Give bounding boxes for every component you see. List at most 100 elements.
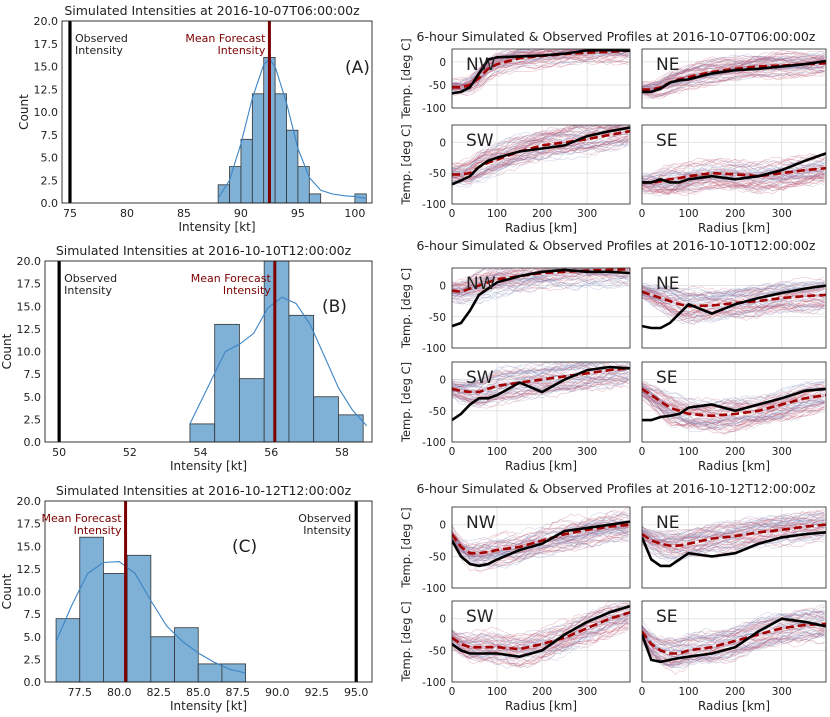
quadrant-subplot: SW -100 -50 0 Temp. [deg C] 0 100 200 300Radius … bbox=[399, 600, 631, 713]
ensemble-member-line bbox=[642, 282, 825, 298]
ensemble-member-line bbox=[642, 56, 825, 91]
ensemble-member-line bbox=[452, 139, 629, 186]
ensemble-member-line bbox=[642, 52, 825, 92]
ensemble-member-line bbox=[642, 385, 825, 412]
ensemble-member-line bbox=[642, 60, 825, 91]
ensemble-member-line bbox=[452, 268, 504, 284]
mean-profile-line bbox=[642, 387, 826, 418]
ensemble-member-line bbox=[452, 516, 629, 552]
ensemble-member-line bbox=[642, 533, 825, 559]
ensemble-member-line bbox=[452, 368, 629, 398]
x-tick-label: 90 bbox=[234, 207, 248, 220]
ensemble-member-line bbox=[452, 516, 629, 551]
ensemble-member-line bbox=[452, 529, 629, 561]
ensemble-member-line bbox=[452, 51, 629, 91]
x-tick-label: 200 bbox=[725, 446, 745, 458]
ensemble-member-line bbox=[642, 54, 825, 87]
histogram-panel: Simulated Intensities at 2016-10-07T06:0… bbox=[17, 3, 373, 234]
ensemble-member-line bbox=[452, 125, 602, 170]
ensemble-member-line bbox=[642, 513, 825, 538]
ensemble-member-line bbox=[452, 125, 581, 165]
ensemble-member-line bbox=[642, 176, 825, 191]
y-tick-label: -100 bbox=[422, 677, 446, 689]
ensemble-member-line bbox=[642, 172, 825, 188]
ensemble-member-line bbox=[452, 601, 612, 643]
mean-profile-line bbox=[642, 622, 826, 655]
x-tick-label: 300 bbox=[577, 446, 597, 458]
y-axis-label: Temp. [deg C] bbox=[399, 601, 413, 682]
ensemble-member-line bbox=[642, 609, 825, 645]
ensemble-member-line bbox=[452, 622, 629, 660]
ensemble-member-line bbox=[642, 58, 825, 87]
ensemble-member-line bbox=[642, 395, 825, 429]
y-tick-label: 10.0 bbox=[34, 106, 59, 119]
ensemble-member-line bbox=[642, 386, 825, 414]
ensemble-member-line bbox=[452, 125, 606, 176]
ensemble-member-line bbox=[642, 515, 825, 539]
y-tick-label: 2.5 bbox=[24, 653, 42, 666]
kde-curve bbox=[189, 296, 368, 427]
ensemble-member-line bbox=[642, 619, 825, 653]
ensemble-member-line bbox=[642, 287, 825, 317]
ensemble-member-line bbox=[642, 509, 825, 537]
ensemble-member-line bbox=[642, 54, 825, 91]
ensemble-member-line bbox=[642, 70, 825, 98]
ensemble-member-line bbox=[642, 612, 825, 646]
ensemble-member-line bbox=[642, 166, 825, 187]
histogram-bar bbox=[274, 93, 287, 204]
ensemble-member-line bbox=[452, 524, 629, 556]
ensemble-member-line bbox=[642, 56, 825, 91]
ensemble-member-line bbox=[642, 609, 825, 644]
ensemble-member-line bbox=[452, 125, 629, 174]
observed-intensity-label-line: Observed bbox=[298, 512, 351, 525]
ensemble-member-line bbox=[452, 533, 629, 571]
ensemble-member-line bbox=[452, 514, 629, 550]
ensemble-member-line bbox=[452, 126, 629, 171]
ensemble-member-line bbox=[642, 285, 825, 302]
mean-forecast-label-line: Mean Forecast bbox=[185, 32, 266, 45]
ensemble-member-line bbox=[452, 607, 629, 646]
ensemble-member-line bbox=[642, 69, 825, 95]
ensemble-member-line bbox=[452, 136, 629, 178]
ensemble-member-line bbox=[642, 170, 825, 189]
ensemble-member-line bbox=[452, 49, 628, 87]
observed-intensity-label: Observed Intensity bbox=[75, 32, 128, 57]
ensemble-member-line bbox=[642, 632, 825, 665]
observed-profile-line bbox=[642, 284, 826, 330]
ensemble-member-line bbox=[452, 139, 629, 183]
histogram-panel: Simulated Intensities at 2016-10-12T12:0… bbox=[0, 483, 373, 713]
ensemble-member-line bbox=[642, 161, 825, 183]
ensemble-member-line bbox=[452, 623, 629, 662]
ensemble-member-line bbox=[642, 51, 825, 87]
observed-intensity-label-line: Observed bbox=[64, 272, 117, 285]
ensemble-member-line bbox=[452, 535, 629, 569]
ensemble-member-line bbox=[642, 518, 825, 546]
ensemble-member-line bbox=[642, 525, 825, 549]
ensemble-member-line bbox=[452, 527, 629, 559]
ensemble-member-line bbox=[452, 275, 629, 305]
quadrant-subplot: NE bbox=[641, 48, 827, 109]
ensemble-member-line bbox=[642, 175, 825, 192]
ensemble-member-line bbox=[642, 292, 825, 316]
ensemble-member-line bbox=[642, 399, 825, 435]
ensemble-member-line bbox=[642, 161, 825, 184]
y-tick-label: -50 bbox=[429, 406, 446, 418]
ensemble-member-line bbox=[642, 297, 825, 322]
x-axis-label: Radius [km] bbox=[698, 459, 770, 473]
ensemble-member-line bbox=[642, 635, 825, 668]
ensemble-member-line bbox=[452, 268, 529, 287]
x-axis-label: Radius [km] bbox=[505, 699, 577, 713]
ensemble-members bbox=[642, 509, 825, 563]
ensemble-member-line bbox=[642, 612, 825, 643]
mean-profile-line bbox=[452, 268, 630, 294]
y-tick-label: 0 bbox=[439, 375, 446, 387]
ensemble-member-line bbox=[452, 626, 629, 667]
quadrant-label: SE bbox=[656, 131, 678, 151]
ensemble-member-line bbox=[452, 55, 629, 96]
ensemble-member-line bbox=[642, 618, 825, 649]
y-tick-label: 5.0 bbox=[24, 631, 42, 644]
ensemble-member-line bbox=[642, 286, 825, 304]
ensemble-member-line bbox=[642, 56, 825, 91]
y-tick-label: 10.0 bbox=[17, 586, 42, 599]
y-axis-label: Temp. [deg C] bbox=[399, 124, 413, 205]
